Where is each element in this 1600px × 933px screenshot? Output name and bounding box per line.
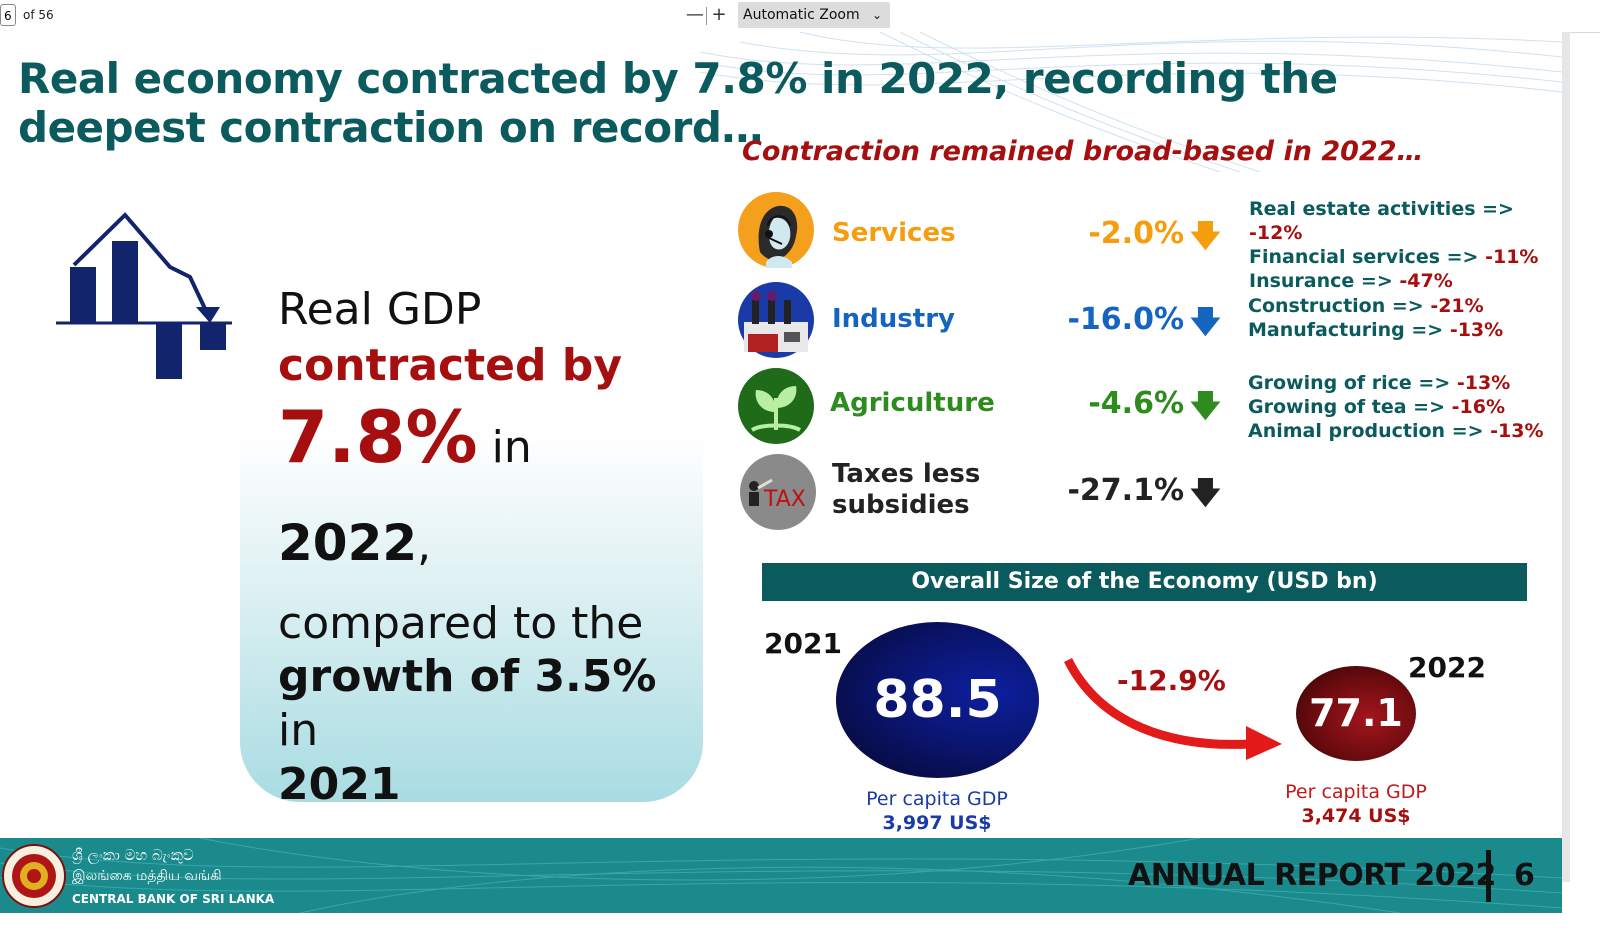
gdp-summary: Real GDP contracted by 7.8% in 2022, com… [278,282,698,812]
down-arrow-icon: 🡇 [1190,476,1221,511]
gdp-year-2022: 2022 [278,514,418,572]
agriculture-breakdown: Growing of rice => -13% Growing of tea =… [1248,371,1544,443]
list-item: Real estate activities => -12% [1249,197,1562,245]
economy-size-header: Overall Size of the Economy (USD bn) [762,563,1527,601]
list-item: Construction => -21% [1248,294,1503,318]
page-number-input[interactable]: 6 [0,4,16,26]
zoom-select[interactable]: Automatic Zoom ⌄ [738,2,890,28]
decorative-footer-waves [0,838,1562,913]
economy-change-value: -12.9% [1117,664,1226,697]
down-arrow-icon: 🡇 [1190,389,1221,424]
gdp-comma: , [417,520,432,571]
sector-value-agriculture: -4.6% [1088,386,1184,421]
gdp-in-word-2: in [278,705,319,756]
sub-sector-value: -12% [1249,222,1303,244]
per-capita-value-2021: 3,997 US$ [882,812,992,834]
sub-sector-label: Manufacturing => [1248,319,1450,341]
pdf-viewer-toolbar: 6 of 56 — + Automatic Zoom ⌄ [0,0,1600,33]
gdp-in-word: in [477,422,532,473]
industry-breakdown: Construction => -21% Manufacturing => -1… [1248,294,1503,342]
sub-sector-label: Growing of tea => [1248,396,1452,418]
sector-name-agriculture: Agriculture [830,388,995,418]
sector-subheading: Contraction remained broad-based in 2022… [742,136,1424,167]
svg-text:TAX: TAX [763,487,806,512]
gdp-highlight-panel [240,434,703,802]
sub-sector-label: Financial services => [1249,246,1486,268]
page-count-label: of 56 [23,8,54,22]
plant-sprout-icon [738,368,814,444]
list-item: Financial services => -11% [1249,245,1562,269]
sub-sector-value: -13% [1456,372,1511,394]
year-label-2021: 2021 [764,627,842,660]
footer-divider [1486,850,1491,902]
sector-name-services: Services [832,218,956,248]
central-bank-logo [2,844,66,908]
gdp-line-contracted: contracted by [278,340,623,391]
bank-name-english: CENTRAL BANK OF SRI LANKA [72,892,275,906]
list-item: Insurance => -47% [1249,269,1562,293]
list-item: Growing of tea => -16% [1248,395,1544,419]
gdp-year-2021: 2021 [278,759,401,810]
gdp-growth-value: growth of 3.5% [278,651,657,702]
per-capita-label-2022: Per capita GDP [1285,781,1427,803]
sector-value-industry: -16.0% [1067,302,1184,337]
sub-sector-value: -47% [1399,270,1453,292]
sub-sector-value: -16% [1451,396,1505,418]
sector-name-taxes: Taxes less subsidies [832,459,980,521]
sector-value-taxes: -27.1% [1067,473,1184,508]
sector-name-industry: Industry [832,304,955,334]
decorative-waves [700,32,1562,172]
sub-sector-label: Construction => [1248,295,1431,317]
gdp-contraction-value: 7.8% [278,395,478,479]
services-breakdown: Real estate activities => -12% Financial… [1249,197,1562,293]
slide-page: Real economy contracted by 7.8% in 2022,… [0,32,1562,913]
tax-icon: TAX [740,454,816,530]
year-label-2022: 2022 [1408,651,1486,684]
factory-icon [738,282,814,358]
sub-sector-value: -13% [1490,420,1544,442]
decline-arrow-icon [1063,657,1282,760]
per-capita-label-2021: Per capita GDP [866,788,1008,810]
sub-sector-label: Real estate activities => [1249,198,1514,220]
sub-sector-value: -11% [1485,246,1539,268]
slide-title: Real economy contracted by 7.8% in 2022,… [18,54,1338,152]
gdp-bubble-2021: 88.5 [836,622,1039,778]
zoom-out-button[interactable]: — [686,4,704,25]
zoom-select-value: Automatic Zoom [743,7,860,23]
gdp-line-compared: compared to the [278,598,644,649]
chevron-down-icon: ⌄ [871,8,882,22]
gdp-bubble-2022: 77.1 [1296,666,1416,761]
sector-name-taxes-line2: subsidies [832,490,970,520]
down-arrow-icon: 🡇 [1190,219,1221,254]
zoom-separator [706,7,707,25]
sub-sector-label: Animal production => [1248,420,1491,442]
zoom-in-button[interactable]: + [711,4,727,25]
sub-sector-value: -13% [1449,319,1504,341]
sub-sector-value: -21% [1430,295,1484,317]
sector-value-services: -2.0% [1088,216,1184,251]
down-arrow-icon: 🡇 [1190,305,1221,340]
slide-page-number: 6 [1514,858,1535,893]
per-capita-value-2022: 3,474 US$ [1301,805,1411,827]
gdp-decline-chart-icon [56,212,232,379]
annual-report-label: ANNUAL REPORT 2022 [1128,858,1496,893]
gdp-line-percentage: 7.8% in 2022, [278,394,698,598]
vertical-scrollbar[interactable] [1562,32,1570,882]
gdp-line-real-gdp: Real GDP [278,284,482,335]
list-item: Growing of rice => -13% [1248,371,1544,395]
sector-name-taxes-line1: Taxes less [832,459,981,489]
sub-sector-label: Insurance => [1249,270,1400,292]
slide-footer: ශ්‍රී ලංකා මහ බැංකුව இலங்கை மத்திய வங்கி… [0,838,1562,913]
bank-name-sinhala: ශ්‍රී ලංකා මහ බැංකුව [72,846,194,864]
call-center-agent-icon [738,192,814,268]
list-item: Manufacturing => -13% [1248,318,1503,342]
sub-sector-label: Growing of rice => [1248,372,1457,394]
bank-name-tamil: இலங்கை மத்திய வங்கி [72,868,222,884]
list-item: Animal production => -13% [1248,419,1544,443]
gdp-line-growth: growth of 3.5% in [278,650,698,758]
